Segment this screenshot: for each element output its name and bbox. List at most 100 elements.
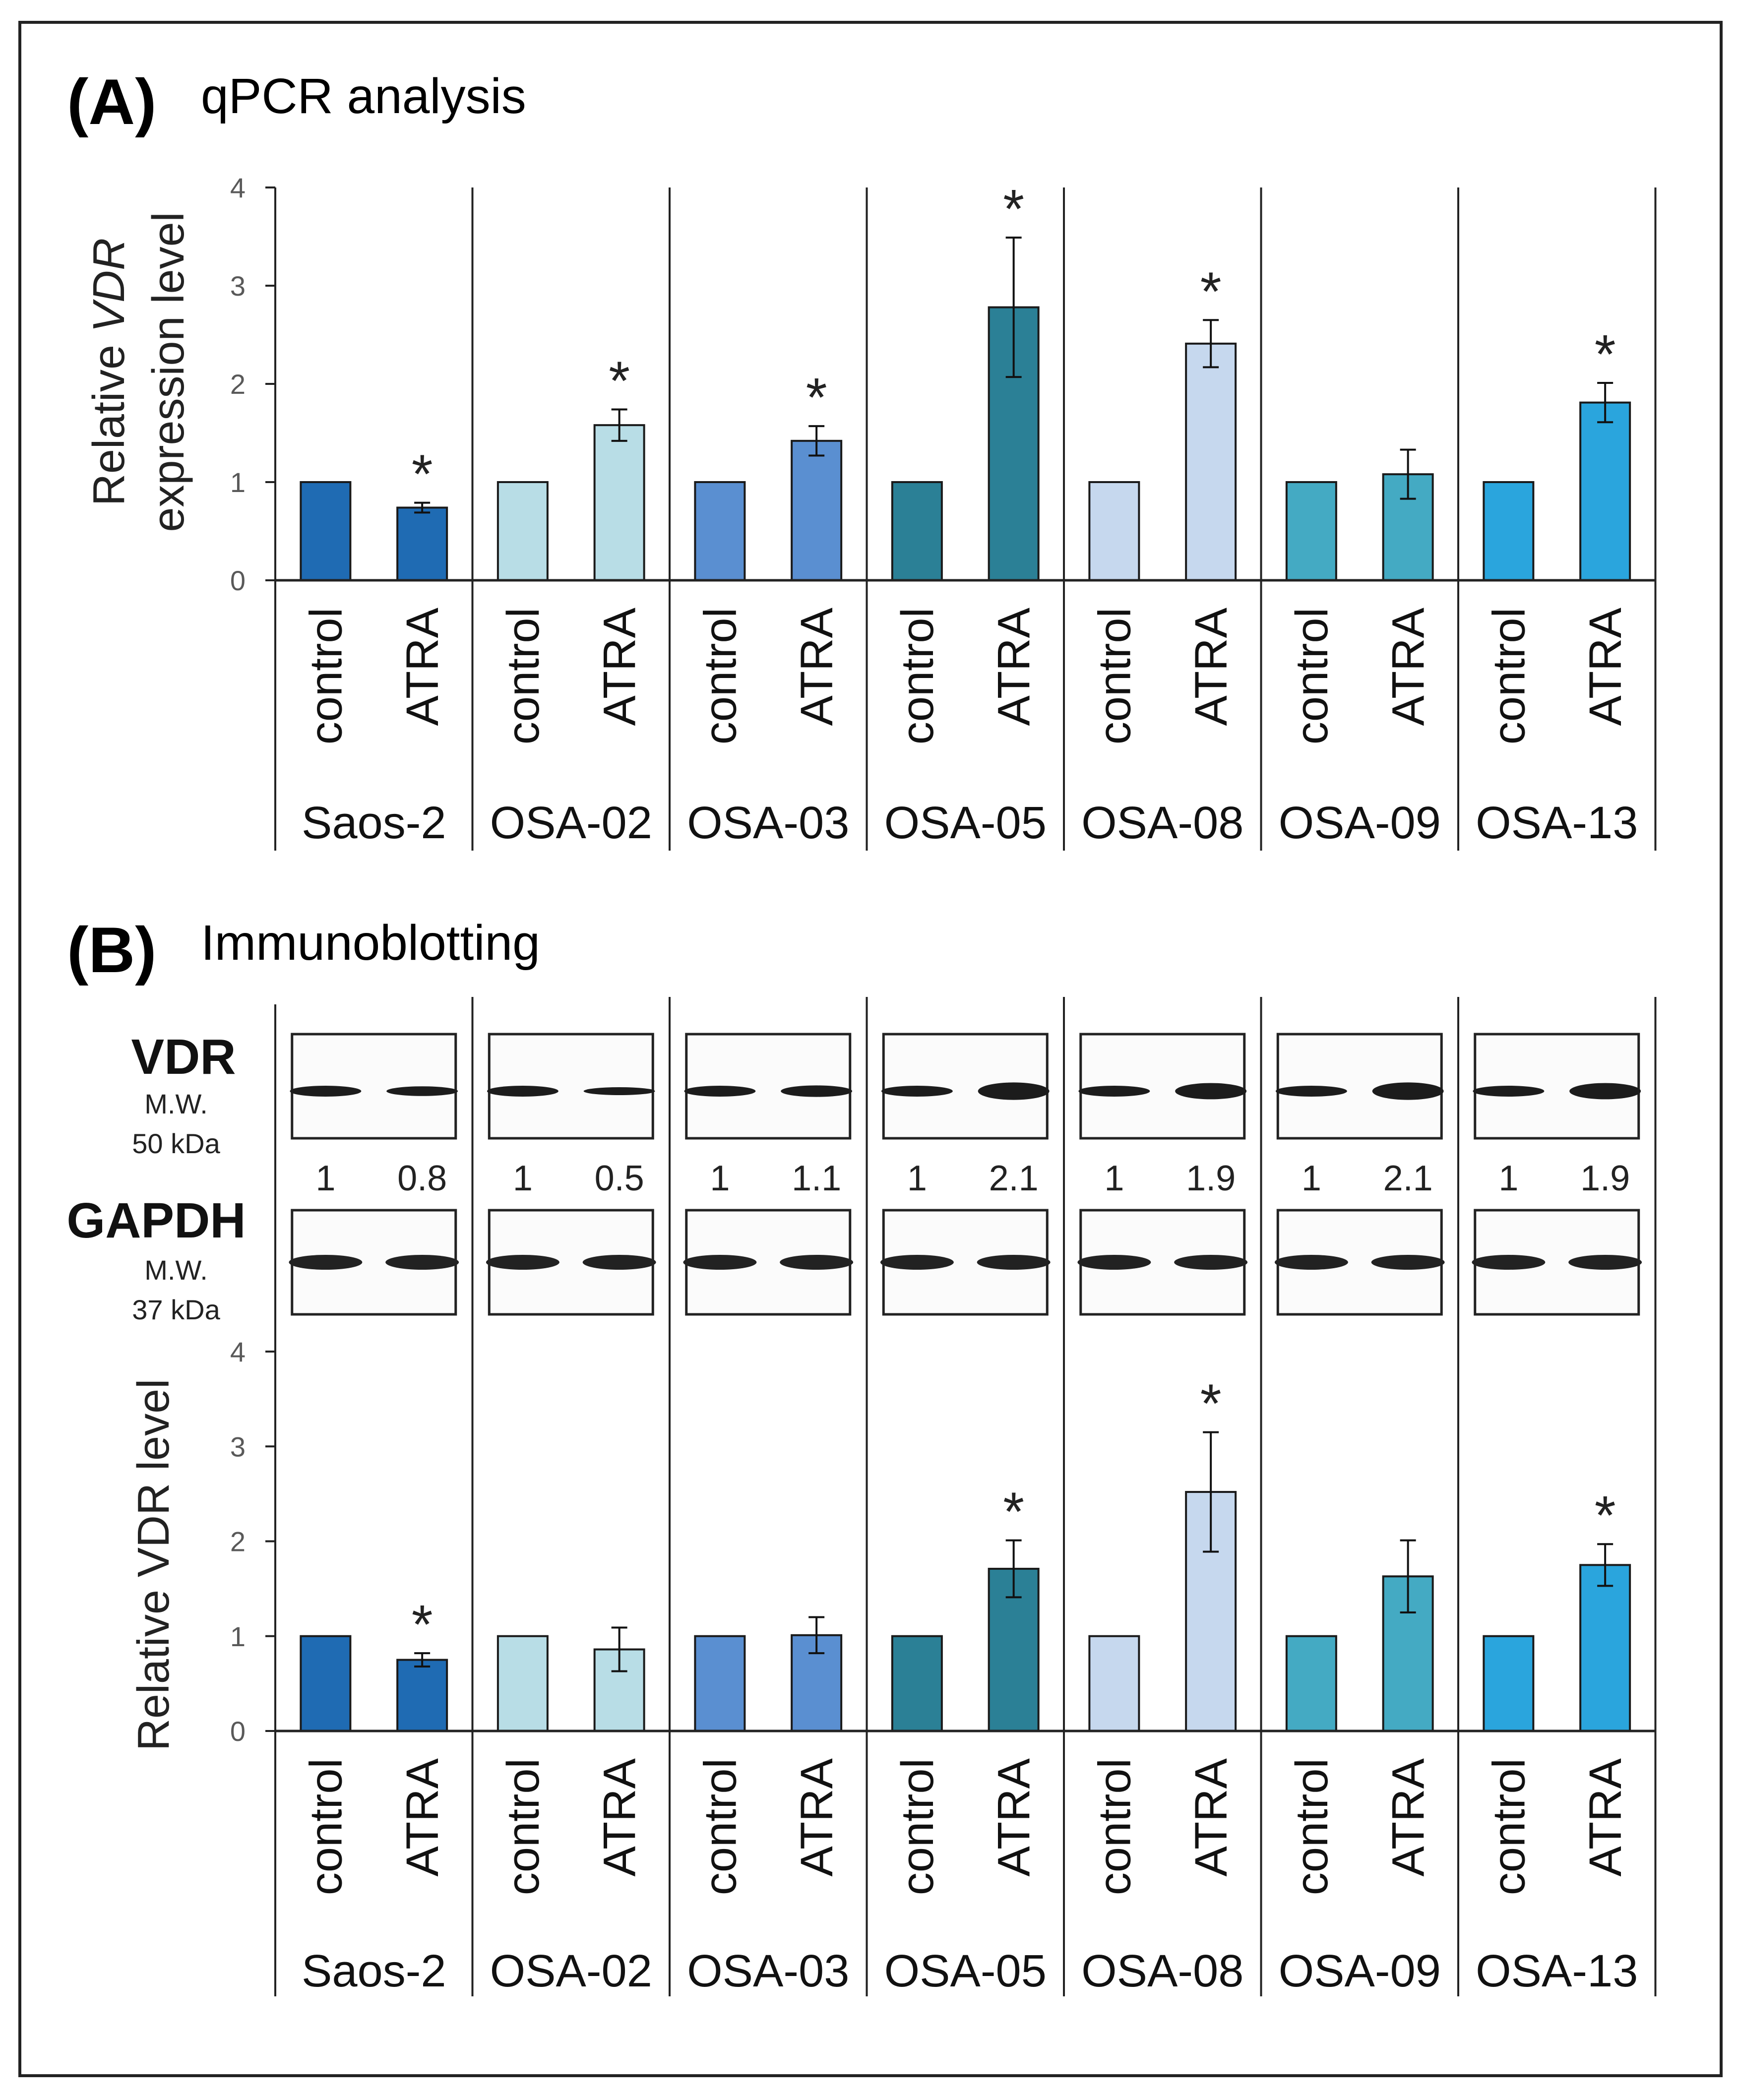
gapdh-band [582, 1255, 656, 1270]
gapdh-band [780, 1255, 854, 1270]
bar-control-saos-2 [300, 1635, 352, 1732]
bar-control-saos-2 [300, 481, 352, 581]
band-ratio: 1 [1498, 1159, 1518, 1198]
bar-ATRA-osa-08 [1185, 342, 1237, 581]
significance-star: * [1200, 1373, 1222, 1434]
bar-ATRA-osa-03 [791, 439, 843, 582]
bar-control-osa-09 [1285, 1635, 1337, 1732]
category-label-control: control [892, 1758, 943, 1895]
bar-ATRA-saos-2 [396, 1659, 448, 1732]
gapdh-band [683, 1255, 757, 1270]
band-ratio: 1.9 [1186, 1159, 1236, 1198]
significance-star: * [1003, 179, 1024, 240]
category-label-control: control [301, 1758, 351, 1895]
panel-b-ylabel: Relative VDR level [129, 1379, 179, 1751]
band-ratio: 0.8 [397, 1159, 447, 1198]
cell-line-label: OSA-08 [1081, 1946, 1243, 1996]
vdr-band [1473, 1086, 1545, 1097]
vdr-band [781, 1085, 853, 1097]
y-tick-label: 0 [230, 1716, 246, 1747]
gapdh-band [385, 1255, 459, 1270]
panel-a-chart: 0 1 2 3 4 * * * * * * control ATRA Saos-2 control ATRA O… [230, 172, 1657, 851]
panel-a-letter: (A) [67, 65, 156, 138]
bar-control-osa-09 [1285, 481, 1337, 581]
significance-star: * [806, 367, 827, 428]
panel-b-title: Immunoblotting [201, 915, 540, 971]
cell-line-label: OSA-05 [884, 1946, 1047, 1996]
bar-control-osa-03 [694, 1635, 746, 1732]
bar-control-osa-05 [891, 481, 943, 581]
bar-ATRA-osa-13 [1579, 401, 1631, 581]
category-label-control: control [1287, 1758, 1337, 1895]
y-tick-label: 1 [230, 467, 246, 498]
vdr-band [1569, 1083, 1641, 1100]
category-label-control: control [1287, 608, 1337, 744]
bar-ATRA-osa-13 [1579, 1564, 1631, 1732]
vdr-mw-value: 50 kDa [132, 1128, 220, 1159]
category-label-atra: ATRA [1580, 607, 1631, 726]
cell-line-label: OSA-02 [490, 798, 652, 848]
gapdh-band [1568, 1255, 1642, 1270]
bar-ATRA-osa-02 [593, 424, 645, 581]
category-label-control: control [1089, 608, 1140, 744]
y-tick-label: 4 [230, 172, 246, 203]
category-label-atra: ATRA [1383, 1758, 1434, 1876]
band-ratio: 1 [1104, 1159, 1124, 1198]
cell-line-label: OSA-05 [884, 798, 1047, 848]
band-ratio: 1 [315, 1159, 335, 1198]
category-label-atra: ATRA [1186, 1758, 1237, 1876]
panel-b-blots: 1 0.8 1 0.5 1 1.1 1 2.1 1 1.9 1 2.1 1 1.9 [289, 1033, 1642, 1316]
significance-star: * [1595, 1485, 1616, 1546]
y-tick-label: 1 [230, 1621, 246, 1652]
gapdh-mw-value: 37 kDa [132, 1294, 220, 1325]
category-label-atra: ATRA [989, 607, 1040, 726]
cell-line-label: OSA-08 [1081, 798, 1243, 848]
category-label-control: control [1089, 1758, 1140, 1895]
gapdh-band [1077, 1255, 1151, 1270]
gapdh-blot-label: GAPDH [66, 1193, 246, 1248]
y-tick-label: 0 [230, 565, 246, 596]
bar-control-osa-05 [891, 1635, 943, 1732]
cell-line-label: OSA-09 [1279, 1946, 1441, 1996]
cell-line-label: OSA-13 [1476, 1946, 1638, 1996]
band-ratio: 1.1 [792, 1159, 841, 1198]
cell-line-label: OSA-03 [687, 1946, 849, 1996]
panel-a-ylabel: Relative VDR expression level [84, 212, 193, 532]
vdr-band [386, 1086, 458, 1096]
panel-a-ylabel-prefix: Relative [84, 332, 134, 506]
vdr-band [1372, 1082, 1444, 1100]
vdr-band [1175, 1083, 1247, 1100]
category-label-control: control [695, 1758, 745, 1895]
category-label-atra: ATRA [595, 1758, 645, 1876]
vdr-band [487, 1086, 559, 1097]
y-tick-label: 2 [230, 369, 246, 400]
band-ratio: 1 [1302, 1159, 1321, 1198]
category-label-atra: ATRA [792, 607, 842, 726]
category-label-atra: ATRA [1186, 607, 1237, 726]
band-ratio: 1.9 [1580, 1159, 1630, 1198]
bar-ATRA-saos-2 [396, 506, 448, 581]
category-label-control: control [1484, 1758, 1534, 1895]
cell-line-label: OSA-09 [1279, 798, 1441, 848]
category-label-atra: ATRA [397, 607, 448, 726]
vdr-band [1275, 1086, 1347, 1097]
category-label-atra: ATRA [595, 607, 645, 726]
significance-star: * [609, 350, 630, 411]
panel-a-ylabel-line1: Relative VDR [84, 238, 134, 506]
band-ratio: 1 [907, 1159, 927, 1198]
panel-b-letter: (B) [67, 914, 156, 986]
vdr-band [583, 1087, 655, 1095]
bar-control-osa-08 [1088, 481, 1140, 581]
band-ratio: 1 [513, 1159, 533, 1198]
gapdh-band [977, 1255, 1051, 1270]
significance-star: * [1200, 261, 1222, 322]
y-tick-label: 2 [230, 1526, 246, 1557]
vdr-band [1078, 1086, 1150, 1097]
significance-star: * [412, 1594, 433, 1655]
band-ratio: 2.1 [1383, 1159, 1433, 1198]
panel-b-ylabel-text: Relative VDR level [129, 1379, 179, 1751]
significance-star: * [1003, 1482, 1024, 1543]
significance-star: * [1595, 324, 1616, 385]
category-label-control: control [498, 608, 549, 744]
